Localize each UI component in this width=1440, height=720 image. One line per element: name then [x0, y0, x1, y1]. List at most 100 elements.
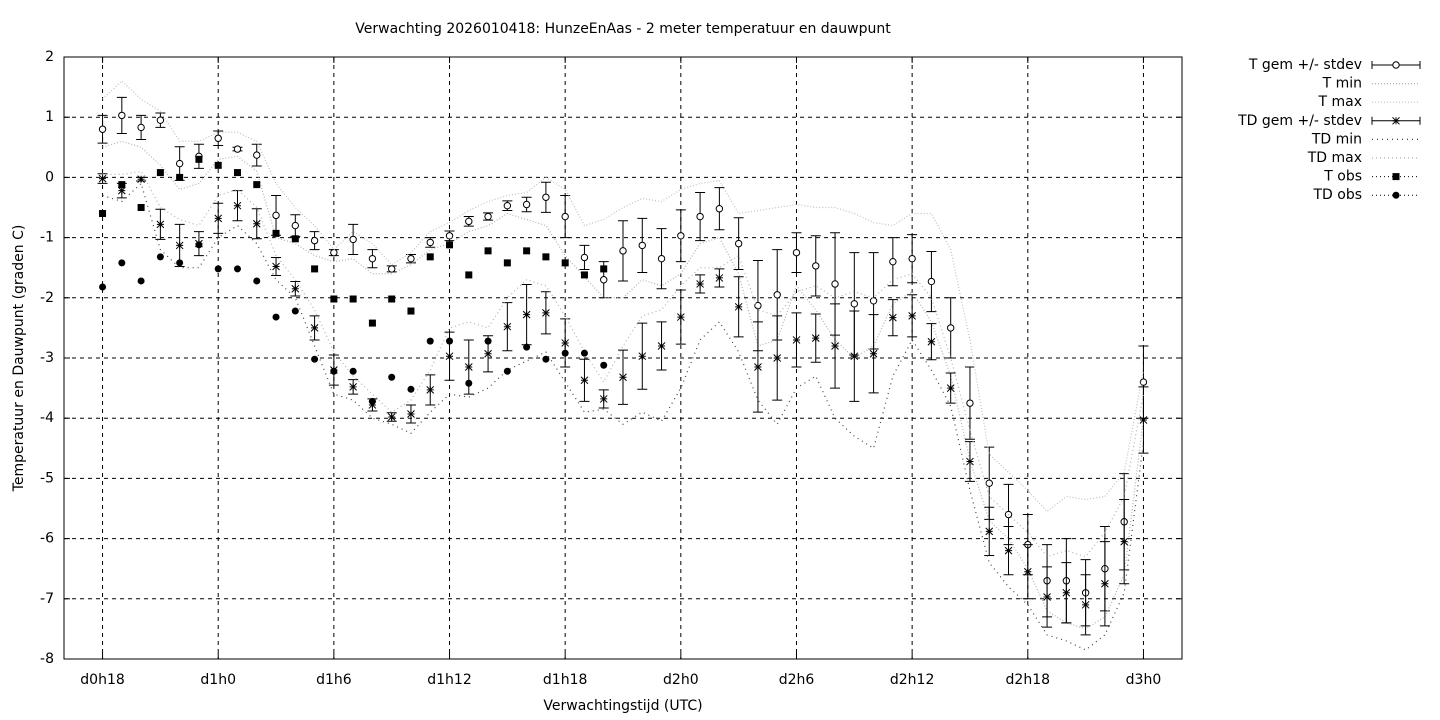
- marker: [966, 457, 974, 466]
- marker: [99, 210, 107, 218]
- legend-label: TD max: [1307, 150, 1362, 166]
- marker: [137, 204, 145, 211]
- marker: [137, 175, 145, 184]
- marker: [985, 527, 994, 536]
- series-line: [102, 182, 1145, 651]
- marker: [118, 181, 126, 189]
- x-tick-label: d2h18: [1006, 672, 1050, 688]
- marker: [985, 479, 993, 487]
- x-axis-label: Verwachtingstijd (UTC): [543, 698, 702, 714]
- marker: [522, 200, 531, 209]
- x-tick-label: d3h0: [1126, 672, 1162, 688]
- x-tick-label: d2h6: [779, 672, 815, 688]
- y-tick-label: 2: [45, 49, 54, 65]
- marker: [118, 259, 126, 267]
- marker: [368, 254, 377, 263]
- marker: [426, 238, 434, 247]
- x-tick-label: d2h12: [890, 672, 934, 688]
- marker: [330, 295, 338, 303]
- marker: [310, 236, 319, 245]
- legend-label: TD obs: [1312, 187, 1362, 203]
- marker: [619, 373, 627, 382]
- series-line: [102, 80, 1145, 513]
- marker: [734, 302, 743, 311]
- x-tick-label: d1h6: [316, 672, 352, 688]
- marker: [657, 342, 666, 350]
- marker: [600, 265, 608, 273]
- marker: [253, 151, 261, 159]
- marker: [233, 201, 242, 210]
- marker: [387, 265, 396, 273]
- marker: [1139, 378, 1148, 386]
- marker: [465, 217, 473, 226]
- marker: [407, 254, 415, 263]
- marker: [484, 247, 492, 255]
- marker: [503, 367, 511, 375]
- marker: [272, 229, 280, 237]
- marker: [580, 253, 589, 262]
- marker: [1392, 191, 1400, 199]
- marker: [1081, 600, 1090, 609]
- marker: [137, 123, 145, 132]
- marker: [600, 361, 608, 369]
- marker: [1101, 579, 1109, 588]
- marker: [368, 319, 376, 327]
- marker: [156, 169, 164, 177]
- x-tick-label: d1h0: [200, 672, 236, 688]
- marker: [156, 253, 164, 261]
- marker: [388, 295, 396, 303]
- marker: [98, 174, 107, 183]
- marker: [233, 265, 241, 273]
- marker: [117, 186, 126, 195]
- marker: [754, 301, 762, 310]
- plot-frame: [63, 56, 1183, 660]
- marker: [734, 239, 743, 248]
- marker: [388, 373, 396, 381]
- marker: [966, 399, 974, 407]
- marker: [484, 212, 492, 221]
- marker: [542, 308, 550, 317]
- marker: [484, 349, 492, 358]
- marker: [465, 379, 473, 387]
- marker: [349, 295, 357, 303]
- marker: [368, 397, 376, 405]
- marker: [310, 324, 319, 332]
- marker: [850, 300, 859, 308]
- marker: [792, 336, 801, 344]
- y-tick-label: -4: [40, 410, 54, 426]
- marker: [368, 401, 377, 409]
- marker: [580, 376, 589, 385]
- marker: [214, 265, 222, 273]
- marker: [1392, 173, 1400, 181]
- marker: [638, 352, 647, 361]
- marker: [1392, 61, 1400, 69]
- marker: [503, 201, 512, 210]
- marker: [291, 235, 299, 243]
- marker: [657, 254, 666, 263]
- marker: [561, 259, 569, 267]
- marker: [927, 277, 936, 286]
- marker: [426, 386, 435, 394]
- x-tick-label: d1h12: [427, 672, 471, 688]
- y-axis-label: Temperatuur en Dauwpunt (graden C): [11, 225, 27, 493]
- marker: [850, 352, 859, 361]
- marker: [503, 259, 511, 267]
- marker: [233, 169, 241, 177]
- marker: [561, 212, 569, 221]
- marker: [1139, 416, 1148, 424]
- y-tick-label: -2: [40, 290, 54, 306]
- marker: [330, 367, 338, 375]
- marker: [291, 284, 300, 293]
- marker: [195, 241, 203, 249]
- marker: [600, 276, 608, 284]
- marker: [696, 212, 704, 221]
- marker: [407, 410, 415, 418]
- series-line: [102, 140, 1145, 630]
- marker: [773, 291, 781, 299]
- marker: [1004, 546, 1013, 555]
- marker: [387, 413, 396, 421]
- legend-label: T gem +/- stdev: [1248, 57, 1362, 73]
- marker: [696, 280, 704, 288]
- marker: [214, 214, 223, 223]
